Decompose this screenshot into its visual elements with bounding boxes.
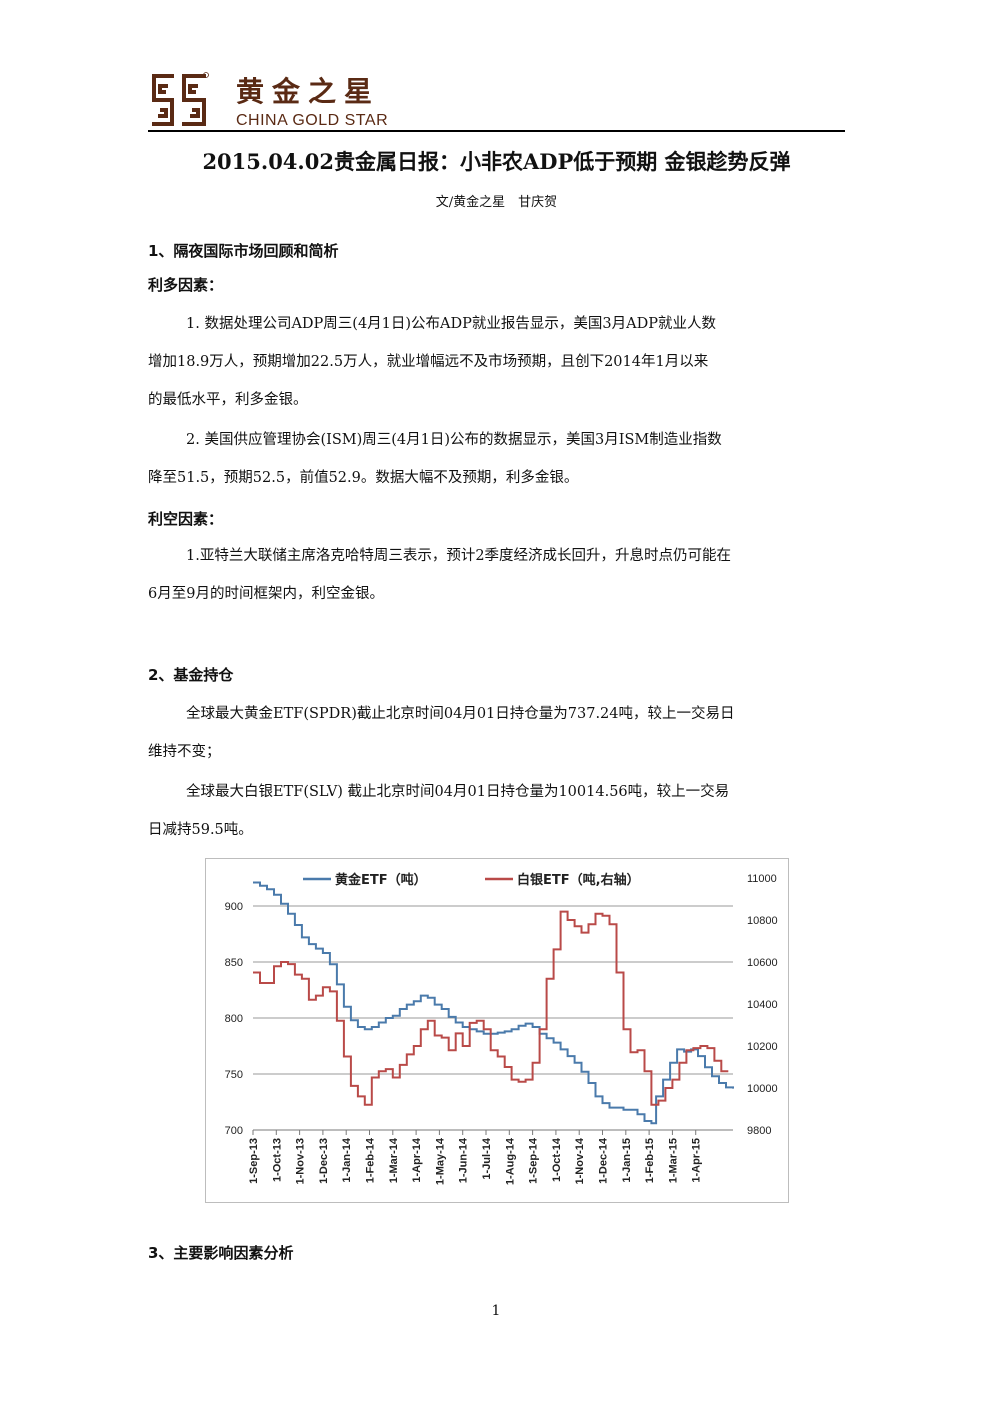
chart-frame [205,858,789,1203]
y-left-tick-label: 850 [225,957,243,969]
chart-legend: 黄金ETF（吨） 白银ETF（吨,右轴） [303,872,640,888]
x-tick-label: 1-Mar-15 [667,1138,679,1183]
x-tick-label: 1-Nov-13 [295,1138,307,1184]
page-number: 1 [491,1303,501,1319]
bullish-label: 利多因素： [148,276,224,294]
paragraph-line: 维持不变； [148,744,221,760]
bearish-label: 利空因素： [148,510,224,528]
paragraph-line: 降至51.5，预期52.5，前值52.9。数据大幅不及预期，利多金银。 [148,470,579,486]
y-right-tick-label: 10800 [747,915,778,927]
y-left-tick-label: 750 [225,1069,243,1081]
y-left-tick-label: 900 [225,901,243,913]
paragraph-line: 全球最大黄金ETF(SPDR)截止北京时间04月01日持仓量为737.24吨，较… [186,706,735,722]
section2-heading: 2、基金持仓 [148,666,234,684]
x-tick-label: 1-Jan-14 [341,1137,353,1183]
section3-heading: 3、主要影响因素分析 [148,1244,294,1262]
x-tick-label: 1-Feb-15 [644,1138,656,1183]
y-right-tick-label: 10000 [747,1083,778,1095]
paragraph-line: 1. 数据处理公司ADP周三(4月1日)公布ADP就业报告显示，美国3月ADP就… [186,316,716,332]
y-right-tick-label: 10600 [747,957,778,969]
paragraph-line: 全球最大白银ETF(SLV) 截止北京时间04月01日持仓量为10014.56吨… [186,784,730,800]
x-tick-label: 1-Sep-13 [248,1138,260,1184]
chart-grid [253,905,733,1131]
x-axis: 1-Sep-13 1-Oct-13 1-Nov-13 1-Dec-13 1-Jan-14… [248,1130,703,1185]
x-tick-label: 1-Mar-14 [388,1137,400,1183]
paragraph-line: 2. 美国供应管理协会(ISM)周三(4月1日)公布的数据显示，美国3月ISM制… [186,432,722,448]
x-tick-label: 1-Oct-14 [551,1137,563,1182]
x-tick-label: 1-Apr-15 [691,1138,703,1183]
x-tick-label: 1-Apr-14 [411,1137,423,1183]
y-right-tick-label: 10200 [747,1041,778,1053]
legend-label: 白银ETF（吨,右轴） [517,872,640,888]
x-tick-label: 1-Dec-14 [598,1137,610,1184]
series-line [253,910,729,1106]
left-axis: 700 750 800 850 900 [225,901,243,1137]
byline: 文/黄金之星 甘庆贺 [435,195,558,210]
x-tick-label: 1-Jul-14 [481,1137,493,1179]
x-tick-label: 1-Aug-14 [504,1137,516,1185]
y-left-tick-label: 700 [225,1125,243,1137]
y-right-tick-label: 10400 [747,999,778,1011]
brand-name-cn: 黄金之星 [236,75,381,108]
paragraph-line: 6月至9月的时间框架内，利空金银。 [148,586,384,602]
x-tick-label: 1-May-14 [434,1137,446,1185]
brand-name-en: CHINA GOLD STAR [236,112,389,129]
y-right-tick-label: 11000 [747,873,777,885]
chart-series [253,881,734,1125]
y-left-tick-label: 800 [225,1013,243,1025]
y-right-tick-label: 9800 [747,1125,771,1137]
ss-logo-icon [148,72,210,130]
series-line [253,881,734,1125]
paragraph-line: 1.亚特兰大联储主席洛克哈特周三表示，预计2季度经济成长回升，升息时点仍可能在 [186,548,732,564]
x-tick-label: 1-Dec-13 [318,1138,330,1184]
header-rule [148,130,845,132]
x-tick-label: 1-Jan-15 [621,1138,633,1183]
paragraph-line: 日减持59.5吨。 [148,822,253,838]
right-axis: 9800 10000 10200 10400 10600 10800 11000 [747,873,778,1137]
x-tick-label: 1-Jun-14 [458,1137,470,1183]
section1-heading: 1、隔夜国际市场回顾和简析 [148,242,339,260]
x-tick-label: 1-Oct-13 [271,1138,283,1182]
x-tick-label: 1-Sep-14 [528,1137,540,1184]
paragraph-line: 增加18.9万人，预期增加22.5万人，就业增幅远不及市场预期，且创下2014年… [148,354,709,370]
x-tick-label: 1-Nov-14 [574,1137,586,1184]
report-title: 2015.04.02贵金属日报：小非农ADP低于预期 金银趁势反弹 [202,149,791,174]
paragraph-line: 的最低水平，利多金银。 [148,392,308,408]
legend-label: 黄金ETF（吨） [335,872,427,888]
etf-holdings-chart: 700 750 800 850 900 9800 10000 10200 10400 10600… [225,872,778,1185]
x-tick-label: 1-Feb-14 [365,1137,377,1183]
